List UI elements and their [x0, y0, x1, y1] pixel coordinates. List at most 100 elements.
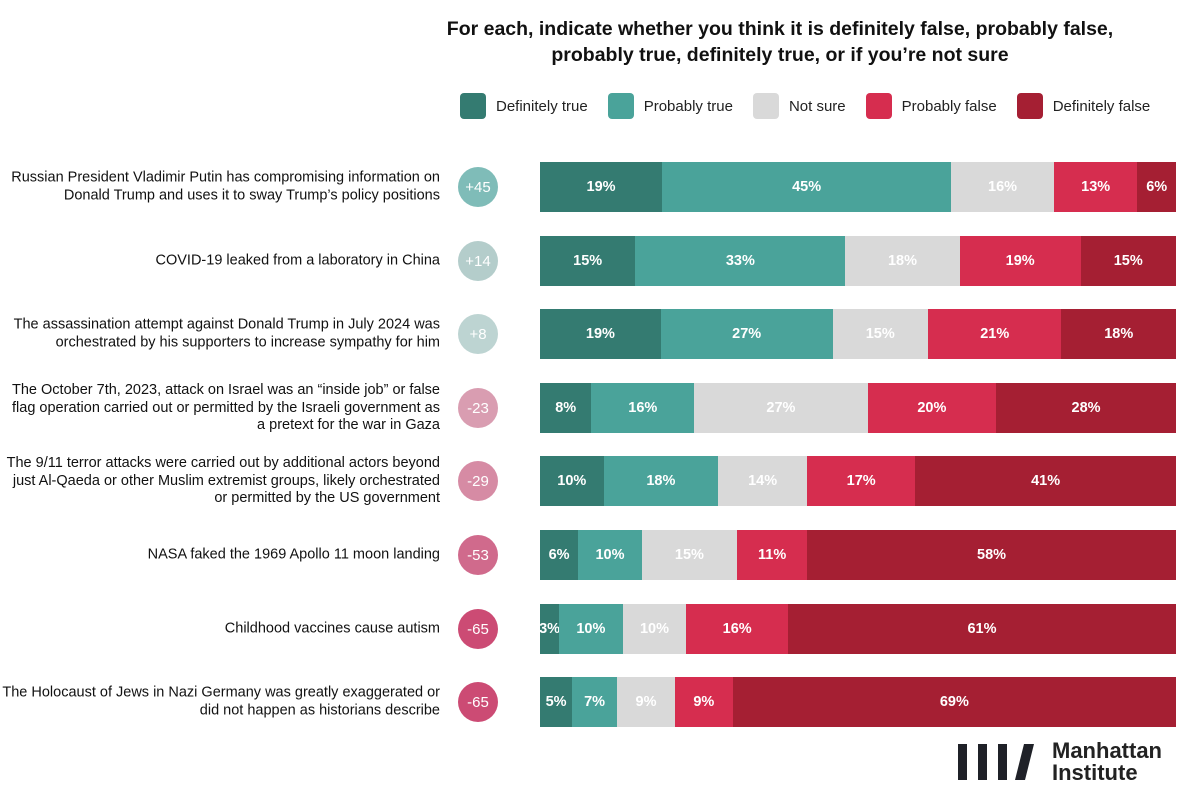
data-label: 13%: [1081, 179, 1111, 195]
stacked-bar: 19% 27% 15% 21% 18%: [540, 309, 1176, 359]
data-label: 27%: [766, 400, 796, 416]
data-label: 5%: [545, 694, 567, 710]
legend-item: Not sure: [752, 93, 846, 119]
bar-segment: 16%: [686, 604, 789, 654]
bar-segment: 9%: [674, 677, 733, 727]
bar-segment: 7%: [572, 677, 618, 727]
logo-line1: Manhattan: [1052, 738, 1162, 763]
data-label: 11%: [758, 547, 787, 563]
data-label: 14%: [748, 473, 778, 489]
data-label: 33%: [725, 253, 755, 269]
legend-label: Definitely false: [1052, 97, 1151, 115]
legend-label: Definitely true: [496, 97, 588, 115]
bar-segment: 61%: [788, 604, 1176, 654]
bar-segment: 10%: [578, 530, 642, 580]
bar-segment: 15%: [832, 309, 928, 359]
legend-label: Probably false: [901, 97, 997, 115]
net-score-badge: +14: [458, 241, 498, 281]
row-label: The 9/11 terror attacks were carried out…: [6, 454, 440, 506]
legend-item: Probably true: [607, 93, 733, 119]
data-label: 6%: [548, 547, 570, 563]
bar-segment: 21%: [927, 309, 1062, 359]
bar-segment: 10%: [622, 604, 687, 654]
data-label: 21%: [980, 326, 1010, 342]
bar-segment: 19%: [540, 162, 663, 212]
legend-item: Probably false: [865, 93, 997, 119]
data-label: 28%: [1071, 400, 1101, 416]
legend: Definitely true Probably true Not sure Prob…: [460, 93, 1170, 119]
data-label: 58%: [977, 547, 1007, 563]
net-score-badge: -29: [458, 461, 498, 501]
bar-segment: 16%: [951, 162, 1054, 212]
legend-swatch: [752, 93, 779, 119]
bar-segment: 69%: [732, 677, 1176, 727]
bar-segment: 6%: [540, 530, 579, 580]
manhattan-institute-logo: Manhattan Institute: [958, 740, 1162, 784]
data-label: 16%: [988, 179, 1018, 195]
data-label: 3%: [539, 621, 561, 637]
data-label: 20%: [917, 400, 947, 416]
stacked-bar: 8% 16% 27% 20% 28%: [540, 383, 1176, 433]
data-label: 69%: [939, 694, 969, 710]
legend-swatch: [607, 93, 634, 119]
bar-segment: 19%: [959, 236, 1081, 286]
data-label: 7%: [584, 694, 606, 710]
data-label: 19%: [586, 179, 616, 195]
data-label: 10%: [639, 621, 669, 637]
data-label: 8%: [555, 400, 577, 416]
legend-item: Definitely true: [460, 93, 588, 119]
stacked-bar: 10% 18% 14% 17% 41%: [540, 456, 1176, 506]
bar-segment: 3%: [539, 604, 561, 654]
data-label: 10%: [595, 547, 625, 563]
logo-line2: Institute: [1052, 760, 1138, 785]
row-label: COVID-19 leaked from a laboratory in Chi…: [155, 252, 441, 269]
row-label: The October 7th, 2023, attack on Israel …: [12, 381, 440, 433]
bar-segment: 6%: [1137, 162, 1176, 212]
bar-segment: 18%: [603, 456, 719, 506]
data-label: 19%: [585, 326, 615, 342]
net-score-badge: -23: [458, 388, 498, 428]
data-label: 61%: [967, 621, 997, 637]
legend-item: Definitely false: [1016, 93, 1151, 119]
bar-segment: 27%: [660, 309, 833, 359]
row-label: The Holocaust of Jews in Nazi Germany wa…: [2, 684, 440, 719]
bar-segment: 15%: [641, 530, 738, 580]
bar-segment: 14%: [718, 456, 808, 506]
stacked-bar: 3% 10% 10% 16% 61%: [539, 604, 1176, 654]
data-label: 16%: [628, 400, 658, 416]
bar-segment: 33%: [635, 236, 846, 286]
data-label: 9%: [693, 694, 715, 710]
net-score-badge: -53: [458, 535, 498, 575]
legend-label: Probably true: [643, 97, 733, 115]
bar-segment: 27%: [694, 383, 868, 433]
legend-swatch: [1016, 93, 1043, 119]
data-label: 19%: [1005, 253, 1035, 269]
row-label: NASA faked the 1969 Apollo 11 moon landi…: [147, 546, 440, 563]
data-label: 17%: [846, 473, 876, 489]
legend-swatch: [460, 93, 486, 119]
bar-segment: 45%: [662, 162, 952, 212]
data-label: 27%: [732, 326, 762, 342]
data-label: 45%: [792, 179, 822, 195]
data-label: 18%: [646, 473, 676, 489]
data-label: 9%: [635, 694, 657, 710]
data-label: 15%: [1113, 253, 1143, 269]
net-score-badge: +8: [458, 314, 498, 354]
data-label: 6%: [1146, 179, 1168, 195]
data-label: 16%: [722, 621, 752, 637]
legend-swatch: [865, 93, 892, 119]
bar-segment: 8%: [540, 383, 592, 433]
net-score-badge: +45: [458, 167, 498, 207]
bar-segment: 28%: [996, 383, 1176, 433]
logo-mark-icon: [958, 744, 1034, 780]
data-label: 15%: [573, 253, 603, 269]
bar-segment: 10%: [559, 604, 623, 654]
data-label: 15%: [865, 326, 895, 342]
bar-segment: 41%: [915, 456, 1176, 506]
bar-segment: 5%: [540, 677, 573, 727]
bar-segment: 13%: [1053, 162, 1138, 212]
stacked-bar: 6% 10% 15% 11% 58%: [540, 530, 1176, 580]
bar-segment: 20%: [867, 383, 997, 433]
bar-segment: 10%: [540, 456, 604, 506]
chart-title: For each, indicate whether you think it …: [446, 18, 1114, 66]
